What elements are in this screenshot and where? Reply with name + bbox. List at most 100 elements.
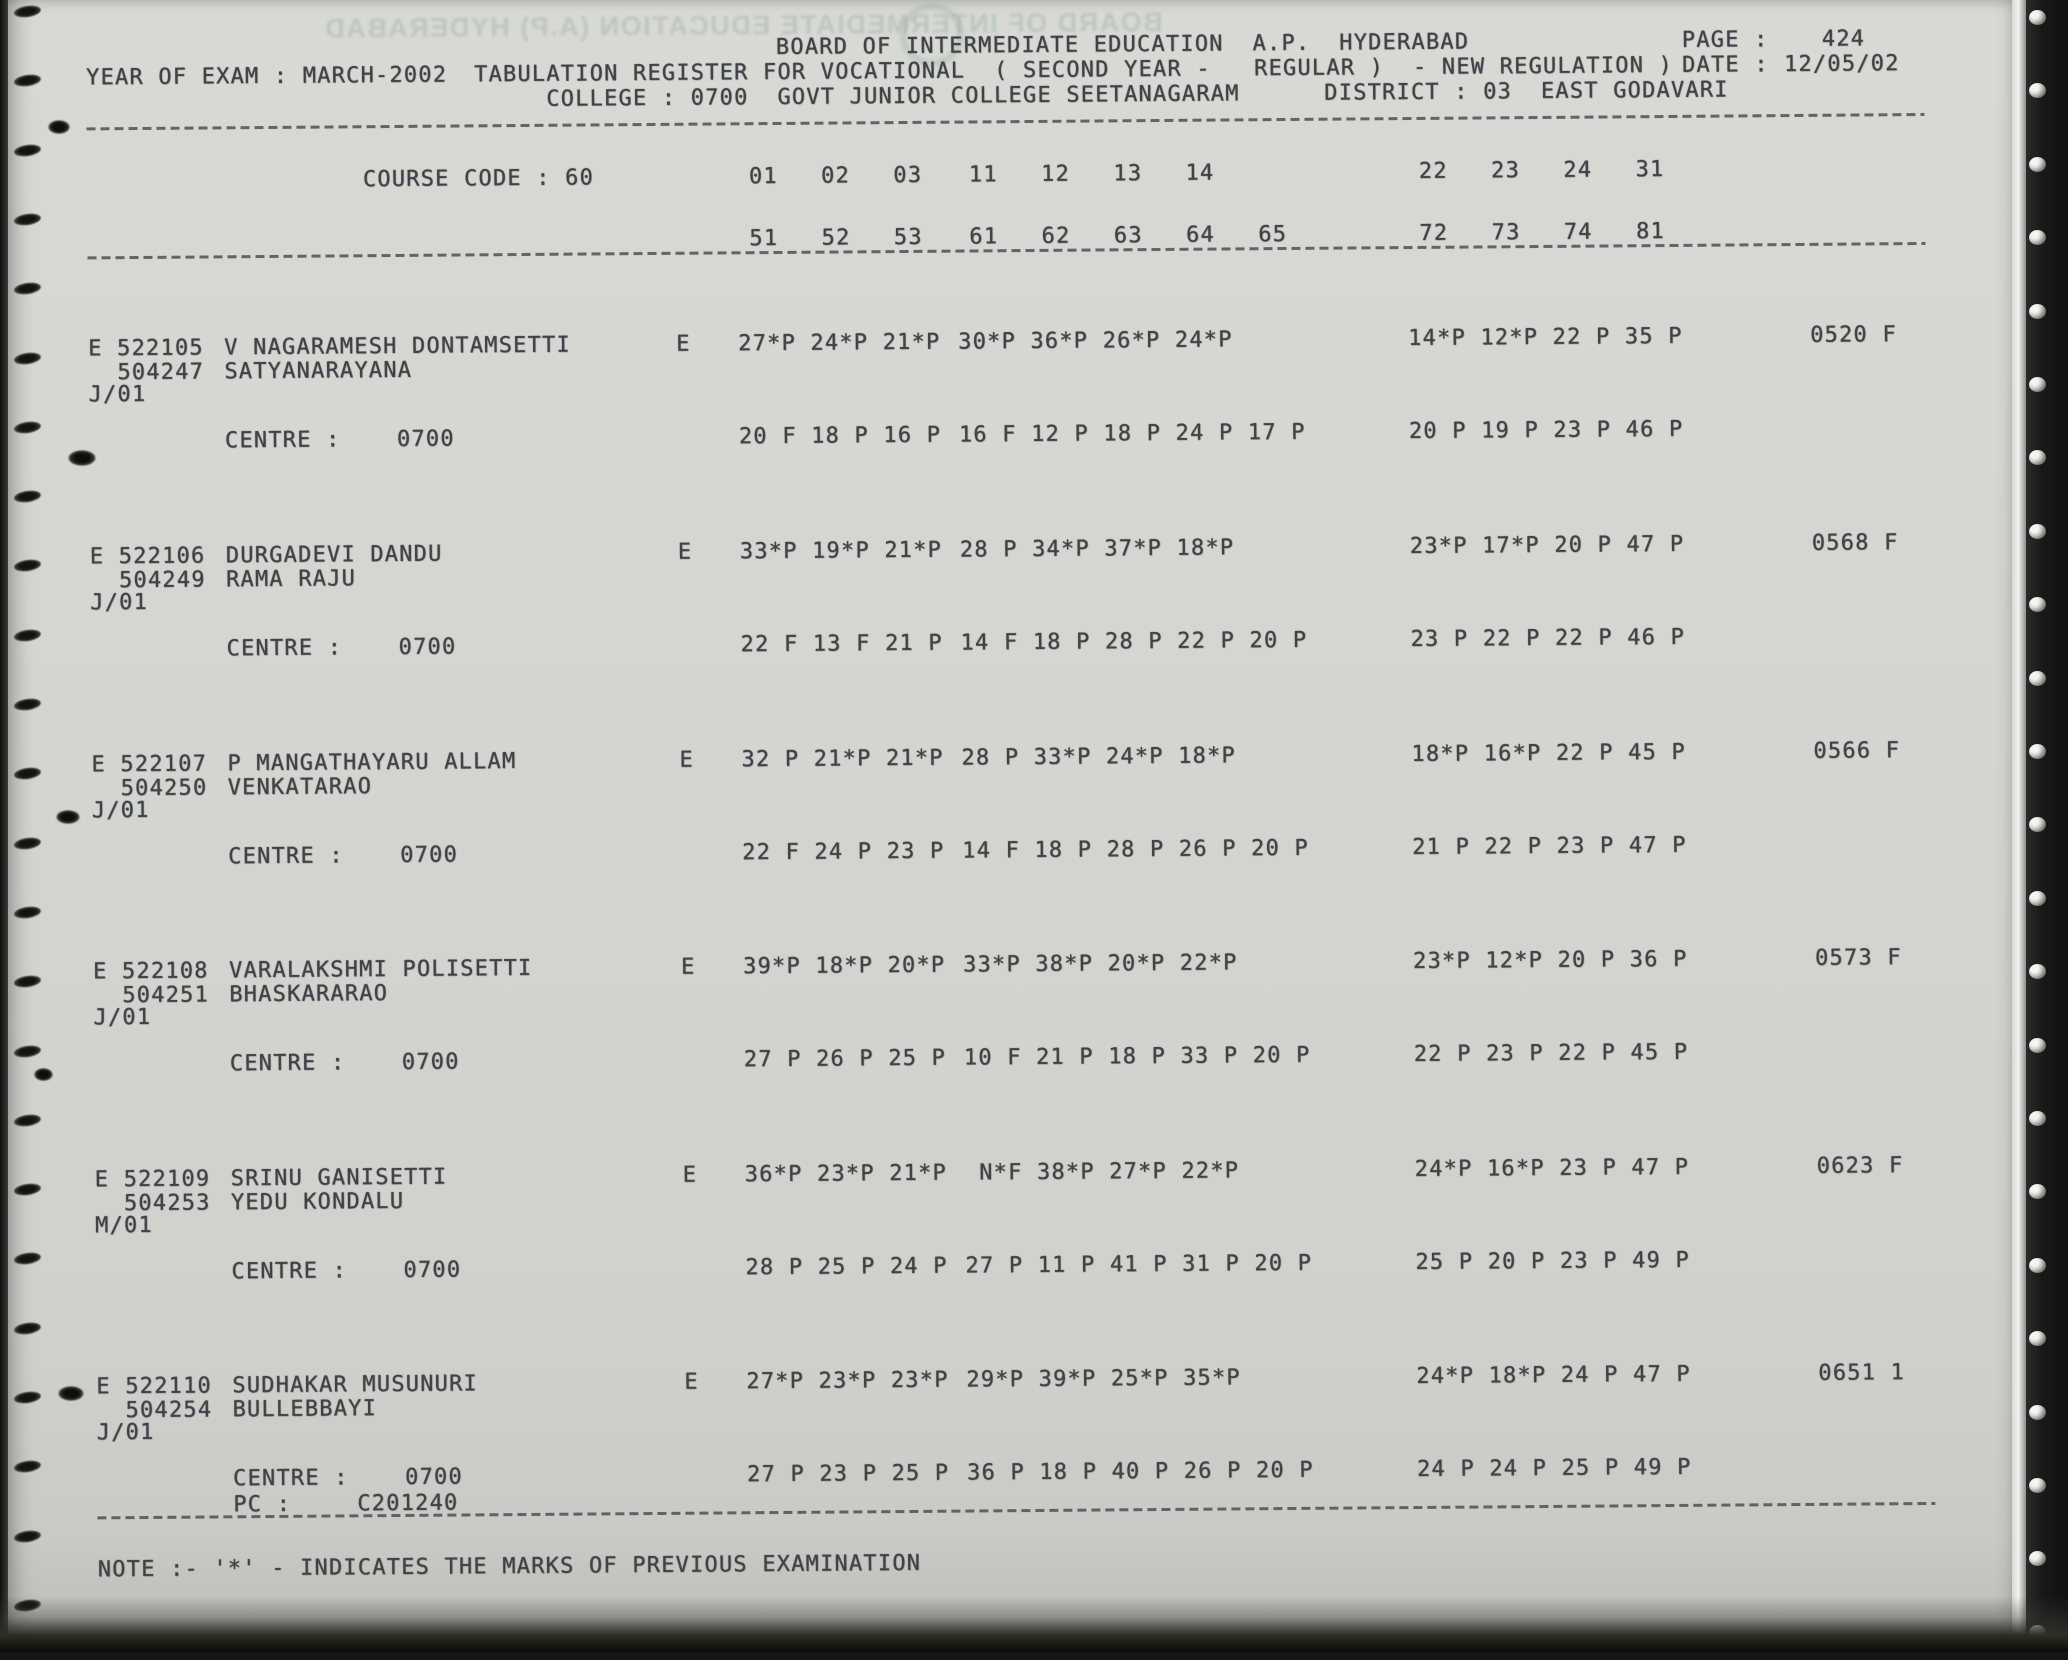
centre-marks-group2: 14 F 18 P 28 P 26 P 20 P (962, 835, 1309, 864)
subject-codes-group3-row1: 22 23 24 31 (1418, 157, 1665, 184)
medium-code: E (677, 539, 693, 565)
edge-pip (2029, 890, 2046, 906)
month-code: J/01 (90, 589, 149, 616)
centre-marks-group1: 27 P 26 P 25 P (743, 1045, 947, 1073)
student-name: P MANGATHAYARU ALLAM (227, 749, 517, 777)
date-value: 12/05/02 (1783, 51, 1900, 78)
centre-marks-group2: 10 F 21 P 18 P 33 P 20 P (963, 1042, 1311, 1071)
prev-marks-group3: 23*P 12*P 20 P 36 P (1412, 946, 1688, 975)
parent-name: YEDU KONDALU (230, 1188, 405, 1216)
pc-label: PC : (233, 1491, 292, 1518)
subject-codes-group1-row1: 01 02 03 (748, 162, 923, 190)
centre-code: 0700 (403, 1257, 462, 1283)
parent-name: SATYANARAYANA (224, 357, 413, 385)
edge-pip (2029, 744, 2046, 759)
student-record: E 522110 SUDHAKAR MUSUNURI E 27*P 23*P 2… (4, 1360, 2068, 1526)
centre-marks-group1: 28 P 25 P 24 P (745, 1253, 948, 1281)
medium-code: E (682, 1162, 698, 1188)
edge-pip (2029, 597, 2046, 613)
exam-type-regno: E 522109 (94, 1166, 211, 1193)
centre-marks-group3: 25 P 20 P 23 P 49 P (1415, 1247, 1690, 1276)
subject-codes-group3-row2: 72 73 74 81 (1419, 219, 1666, 246)
edge-pip (2029, 83, 2046, 99)
edge-pip (2029, 450, 2046, 466)
parent-name: BULLEBBAYI (232, 1396, 378, 1423)
edge-pip (2029, 303, 2046, 319)
prev-marks-group2: 30*P 36*P 26*P 24*P (958, 327, 1233, 355)
centre-marks-group3: 23 P 22 P 22 P 46 P (1410, 624, 1686, 653)
prev-marks-group3: 24*P 18*P 24 P 47 P (1416, 1361, 1691, 1390)
medium-code: E (679, 747, 695, 773)
prev-marks-group1: 36*P 23*P 21*P (744, 1160, 948, 1188)
year-of-exam: YEAR OF EXAM : MARCH-2002 (85, 62, 448, 91)
student-record: E 522108 VARALAKSHMI POLISETTI E 39*P 18… (1, 945, 2068, 1111)
centre-marks-group1: 22 F 13 F 21 P (740, 630, 943, 658)
centre-label: CENTRE : (226, 635, 343, 662)
month-code: J/01 (96, 1419, 155, 1446)
medium-code: E (684, 1369, 699, 1395)
total-result: 0520 F (1810, 322, 1897, 348)
edge-pip (2029, 10, 2046, 25)
ink-blob (56, 810, 80, 824)
medium-code: E (676, 331, 691, 357)
prev-marks-group2: N*F 38*P 27*P 22*P (964, 1158, 1240, 1186)
scanned-paper-sheet (8, 0, 2014, 1652)
prev-marks-group3: 18*P 16*P 22 P 45 P (1411, 739, 1687, 768)
ink-blob (58, 1386, 84, 1401)
edge-pip (2029, 670, 2046, 686)
edge-pip (2029, 1037, 2046, 1053)
prev-marks-group1: 39*P 18*P 20*P (742, 952, 946, 980)
student-record: E 522105 V NAGARAMESH DONTAMSETTI E 27*P… (0, 322, 2065, 488)
ink-blob (34, 1068, 53, 1081)
total-result: 0623 F (1816, 1153, 1904, 1179)
edge-pip (2029, 377, 2046, 392)
centre-marks-group3: 20 P 19 P 23 P 46 P (1408, 416, 1684, 445)
subject-codes-group1-row2: 51 52 53 (749, 224, 923, 252)
district-line: DISTRICT : 03 EAST GODAVARI (1324, 77, 1729, 106)
college-line: COLLEGE : 0700 GOVT JUNIOR COLLEGE SEETA… (546, 81, 1240, 112)
left-page-edge (0, 0, 8, 1652)
student-record: E 522106 DURGADEVI DANDU E 33*P 19*P 21*… (0, 530, 2067, 696)
student-name: V NAGARAMESH DONTAMSETTI (224, 332, 571, 361)
exam-type-regno: E 522108 (93, 958, 209, 985)
exam-type-regno: E 522110 (96, 1373, 213, 1400)
prev-marks-group3: 23*P 17*P 20 P 47 P (1409, 531, 1685, 560)
subject-codes-group2-row1: 11 12 13 14 (968, 160, 1215, 188)
pc-code: C201240 (357, 1490, 459, 1517)
edge-pip (2029, 230, 2046, 246)
edge-pip (2029, 817, 2046, 833)
page-number: 424 (1821, 26, 1866, 52)
date-label: DATE : (1681, 52, 1769, 78)
medium-code: E (681, 954, 696, 980)
centre-marks-group2: 16 F 12 P 18 P 24 P 17 P (958, 419, 1306, 448)
centre-code: 0700 (404, 1464, 463, 1490)
exam-type-regno: E 522105 (88, 335, 204, 362)
month-code: J/01 (91, 797, 150, 824)
subject-codes-group2-row2: 61 62 63 64 65 (969, 221, 1288, 250)
prev-marks-group1: 33*P 19*P 21*P (739, 537, 943, 565)
centre-marks-group3: 21 P 22 P 23 P 47 P (1412, 832, 1687, 861)
right-paper-edge-highlight (2012, 0, 2026, 1652)
ink-blob (48, 120, 70, 134)
ink-blob (68, 450, 96, 466)
total-result: 0566 F (1813, 738, 1901, 764)
edge-pip (2029, 1257, 2046, 1273)
edge-pip (2029, 1551, 2046, 1567)
edge-pip (2029, 1184, 2046, 1200)
student-name: VARALAKSHMI POLISETTI (229, 955, 533, 984)
prev-marks-group1: 27*P 23*P 23*P (746, 1367, 949, 1395)
student-name: SRINU GANISETTI (230, 1164, 448, 1192)
centre-code: 0700 (400, 842, 459, 868)
edge-pip (2029, 156, 2046, 172)
month-code: J/01 (93, 1004, 152, 1031)
edge-pip (2029, 1331, 2046, 1347)
prev-marks-group3: 14*P 12*P 22 P 35 P (1408, 323, 1683, 352)
centre-code: 0700 (401, 1049, 460, 1075)
exam-type-regno: E 522106 (89, 543, 206, 570)
centre-label: CENTRE : (229, 1050, 346, 1077)
prev-marks-group2: 33*P 38*P 20*P 22*P (962, 950, 1238, 978)
centre-marks-group2: 36 P 18 P 40 P 26 P 20 P (966, 1457, 1314, 1486)
prev-marks-group1: 32 P 21*P 21*P (741, 745, 944, 773)
total-result: 0651 1 (1818, 1360, 1906, 1386)
